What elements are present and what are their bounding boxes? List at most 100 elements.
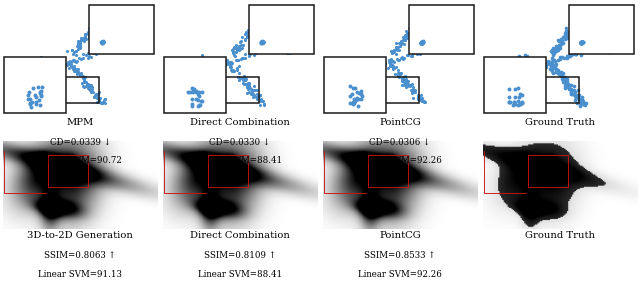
- Point: [369, 68, 380, 73]
- Point: [607, 37, 618, 42]
- Point: [574, 93, 584, 98]
- Point: [571, 95, 581, 100]
- Point: [604, 45, 614, 50]
- Point: [419, 100, 429, 105]
- Point: [239, 37, 250, 41]
- Point: [338, 71, 348, 76]
- Point: [511, 66, 521, 71]
- Point: [17, 67, 27, 72]
- Point: [79, 79, 89, 83]
- Point: [364, 70, 374, 75]
- Point: [415, 52, 425, 57]
- Point: [456, 46, 466, 51]
- Point: [236, 39, 246, 44]
- Point: [255, 99, 266, 104]
- Point: [91, 22, 101, 26]
- Point: [135, 38, 145, 43]
- Point: [552, 69, 562, 74]
- Point: [410, 43, 420, 48]
- Point: [575, 49, 585, 53]
- Point: [251, 94, 261, 99]
- Point: [350, 72, 360, 76]
- Point: [255, 17, 266, 22]
- Point: [234, 47, 244, 52]
- Point: [84, 87, 94, 91]
- FancyBboxPatch shape: [164, 57, 226, 113]
- Point: [181, 76, 191, 81]
- Point: [520, 56, 531, 60]
- Point: [81, 52, 92, 56]
- Point: [94, 19, 104, 24]
- Point: [454, 42, 465, 47]
- Point: [542, 60, 552, 65]
- Point: [505, 78, 515, 82]
- Point: [534, 64, 544, 69]
- Point: [80, 52, 90, 56]
- Point: [90, 93, 100, 97]
- Point: [563, 84, 573, 89]
- Point: [76, 56, 86, 61]
- Point: [400, 53, 410, 57]
- Point: [411, 22, 421, 26]
- Point: [179, 83, 189, 87]
- Point: [392, 48, 402, 52]
- Point: [598, 41, 608, 46]
- Point: [565, 31, 575, 36]
- Point: [400, 55, 410, 59]
- Point: [108, 44, 118, 48]
- Point: [550, 47, 560, 51]
- Point: [553, 47, 563, 51]
- Point: [259, 15, 269, 20]
- Point: [239, 74, 250, 79]
- Point: [250, 51, 260, 55]
- Point: [78, 36, 88, 40]
- Point: [388, 60, 399, 64]
- Point: [450, 37, 460, 41]
- Point: [221, 58, 232, 62]
- Point: [388, 64, 398, 68]
- Point: [560, 54, 570, 59]
- Point: [81, 53, 91, 58]
- Point: [383, 65, 393, 70]
- Point: [386, 62, 396, 67]
- Point: [62, 49, 72, 53]
- Point: [568, 30, 578, 34]
- Point: [548, 70, 559, 75]
- Point: [547, 62, 557, 67]
- Point: [362, 66, 372, 71]
- Point: [241, 77, 251, 82]
- Point: [541, 61, 552, 66]
- Point: [252, 20, 262, 25]
- Point: [355, 72, 365, 77]
- Point: [241, 82, 251, 86]
- Point: [255, 93, 265, 97]
- Bar: [223, 77, 259, 103]
- Point: [139, 36, 149, 40]
- Point: [407, 82, 417, 86]
- Point: [545, 66, 556, 71]
- Point: [506, 83, 516, 88]
- Point: [566, 34, 576, 38]
- Point: [570, 44, 580, 48]
- Point: [90, 44, 100, 48]
- Point: [71, 48, 81, 53]
- Point: [561, 53, 572, 58]
- Point: [362, 79, 372, 84]
- Point: [79, 37, 89, 42]
- Point: [35, 63, 45, 68]
- Point: [556, 41, 566, 46]
- Point: [578, 101, 588, 105]
- Point: [555, 57, 565, 61]
- FancyBboxPatch shape: [484, 57, 546, 113]
- Point: [246, 26, 257, 31]
- Point: [572, 101, 582, 105]
- Point: [238, 56, 248, 60]
- Point: [239, 53, 249, 57]
- Point: [570, 44, 580, 48]
- Point: [560, 34, 570, 38]
- Point: [406, 30, 417, 34]
- Point: [90, 44, 100, 48]
- Point: [36, 70, 46, 75]
- Point: [221, 60, 231, 65]
- Point: [456, 37, 466, 41]
